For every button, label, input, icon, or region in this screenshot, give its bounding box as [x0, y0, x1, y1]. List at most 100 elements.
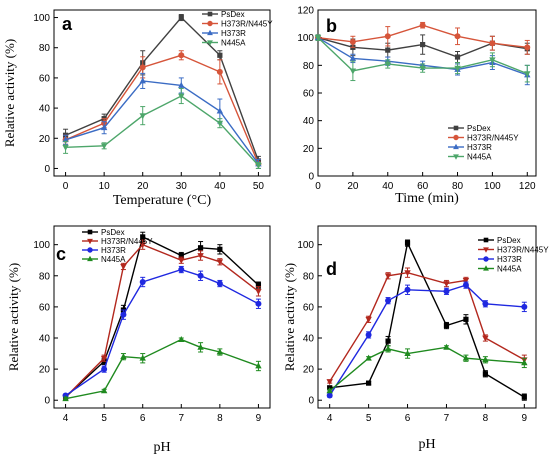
- chart-panel-a: 0 10 20 30 40 50 0 20 40 60 80 100 Temperature (°C) R…: [2, 9, 273, 208]
- x-tick-label: 8: [217, 413, 223, 424]
- y-tick-label: 20: [39, 134, 51, 145]
- data-point: [385, 297, 392, 304]
- data-point: [178, 266, 185, 273]
- legend-label: H373R/N445Y: [221, 20, 273, 29]
- series-h373r: [326, 281, 528, 399]
- y-tick-label: 0: [44, 396, 50, 407]
- legend-marker: [87, 255, 93, 262]
- data-point: [454, 54, 461, 60]
- x-tick-label: 6: [405, 413, 411, 424]
- legend-label: N445A: [221, 39, 246, 48]
- data-point: [326, 379, 333, 386]
- x-tick-label: 0: [315, 181, 321, 192]
- x-tick-label: 9: [256, 413, 262, 424]
- data-point: [462, 354, 470, 361]
- y-tick-label: 20: [303, 144, 315, 155]
- data-point: [482, 300, 489, 307]
- data-point: [178, 81, 185, 88]
- data-point: [443, 343, 450, 350]
- y-tick-label: 100: [33, 240, 50, 251]
- legend-label: PsDex: [497, 236, 521, 245]
- y-tick-label: 0: [44, 164, 50, 175]
- data-point: [482, 335, 489, 342]
- data-point: [521, 359, 528, 366]
- series-line: [65, 243, 259, 398]
- data-point: [216, 259, 224, 266]
- y-tick-label: 40: [39, 334, 51, 345]
- x-tick-label: 40: [214, 181, 226, 192]
- data-point: [197, 253, 204, 260]
- data-point: [489, 40, 496, 47]
- series-n445a: [314, 34, 531, 83]
- data-point: [139, 64, 146, 71]
- x-tick-label: 0: [63, 181, 69, 192]
- series-psdex: [315, 34, 530, 64]
- chart-panel-c: 4 5 6 7 8 9 0 20 40 60 80 100 pH Relative activity (%…: [6, 225, 271, 455]
- data-point: [326, 392, 333, 399]
- series-line: [65, 268, 259, 397]
- series-n445a: [62, 335, 262, 402]
- data-point: [216, 280, 223, 287]
- y-tick-label: 80: [303, 271, 315, 282]
- data-point: [178, 52, 185, 59]
- legend-marker: [87, 229, 93, 235]
- x-tick-label: 20: [137, 181, 149, 192]
- legend-marker: [207, 29, 213, 36]
- data-point: [443, 281, 450, 288]
- series-line: [329, 271, 525, 382]
- data-point: [419, 22, 426, 29]
- series-line: [65, 95, 259, 166]
- data-point: [384, 345, 392, 352]
- series-line: [65, 338, 259, 400]
- y-tick-label: 80: [39, 271, 51, 282]
- y-tick-label: 60: [303, 302, 315, 313]
- legend-label: PsDex: [221, 10, 245, 19]
- data-point: [255, 163, 262, 170]
- data-point: [255, 288, 262, 295]
- y-tick-label: 100: [33, 13, 50, 24]
- series-line: [329, 346, 525, 392]
- series-n445a: [62, 87, 262, 170]
- data-point: [178, 14, 184, 21]
- data-point: [140, 234, 146, 240]
- data-point: [385, 338, 391, 344]
- data-point: [120, 311, 127, 318]
- legend-marker: [483, 265, 489, 271]
- x-tick-label: 6: [140, 413, 146, 424]
- y-axis-label: Relative activity (%): [6, 263, 21, 371]
- data-point: [178, 335, 185, 342]
- data-point: [139, 242, 146, 249]
- data-point: [365, 354, 372, 361]
- series-line: [329, 284, 525, 396]
- legend-label: H373R: [101, 246, 126, 255]
- legend-label: N445A: [497, 265, 522, 274]
- data-point: [216, 68, 223, 75]
- data-point: [454, 33, 461, 40]
- series-psdex: [62, 231, 262, 400]
- x-axis-label: Time (min): [395, 191, 459, 206]
- chart-panel-b: 0 20 40 60 80 100 120 0 20 40 60 80 100 120 Time (min)…: [297, 6, 537, 206]
- legend-label: H373R/N445Y: [101, 237, 153, 246]
- legend-marker: [207, 20, 213, 27]
- y-tick-label: 120: [297, 6, 314, 17]
- data-point: [404, 240, 411, 246]
- data-point: [384, 61, 391, 68]
- legend-label: N445A: [101, 255, 126, 264]
- data-point: [443, 288, 450, 295]
- x-tick-label: 7: [179, 413, 185, 424]
- legend-marker: [453, 125, 459, 131]
- y-tick-label: 40: [303, 334, 315, 345]
- data-point: [178, 252, 184, 259]
- legend-label: PsDex: [467, 124, 491, 133]
- data-point: [326, 387, 333, 394]
- legend-marker: [483, 247, 489, 253]
- data-point: [62, 395, 69, 402]
- data-point: [366, 380, 372, 386]
- y-tick-label: 100: [297, 33, 314, 44]
- data-point: [255, 362, 262, 369]
- y-tick-label: 0: [308, 396, 314, 407]
- series-h373r: [62, 265, 262, 399]
- data-point: [454, 65, 461, 72]
- series-line: [65, 16, 260, 162]
- data-point: [216, 107, 224, 114]
